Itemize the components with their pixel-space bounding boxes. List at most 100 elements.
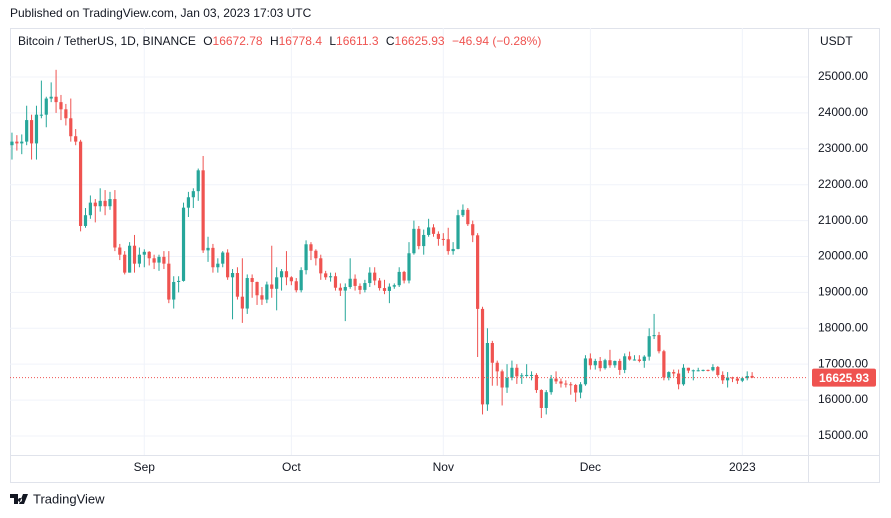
candle-body — [59, 102, 63, 110]
x-tick-label: Dec — [580, 460, 601, 474]
candle-body — [618, 360, 622, 370]
candle-body — [309, 244, 313, 251]
candle-body — [534, 374, 539, 391]
candle-body — [34, 114, 39, 144]
candle-body — [324, 273, 328, 278]
candle-body — [275, 277, 279, 289]
candle-body — [657, 335, 661, 352]
candle-body — [427, 227, 431, 235]
x-tick-label: 2023 — [729, 460, 756, 474]
candle-body — [314, 250, 318, 259]
candle-body — [706, 369, 710, 371]
candle-body — [147, 251, 151, 259]
candle-body — [353, 278, 357, 286]
candle-body — [132, 245, 137, 264]
candle-body — [647, 336, 651, 357]
candle-body — [652, 335, 656, 337]
candle-body — [333, 276, 338, 288]
candle-body — [338, 287, 342, 291]
published-note: Published on TradingView.com, Jan 03, 20… — [10, 6, 312, 20]
candle-body — [476, 235, 480, 309]
y-tick-label: 17000.00 — [818, 356, 868, 370]
candle-body — [167, 263, 171, 300]
candle-body — [598, 360, 602, 369]
candle-body — [289, 277, 293, 282]
candle-body — [191, 191, 195, 198]
candle-body — [387, 286, 391, 291]
candle-body — [441, 238, 445, 240]
candle-body — [730, 377, 735, 379]
candle-body — [245, 278, 249, 309]
candle-body — [49, 96, 53, 99]
legend: Bitcoin / TetherUS, 1D, BINANCE O16672.7… — [18, 34, 541, 48]
candle-body — [64, 109, 68, 119]
logo-text: TradingView — [33, 491, 105, 506]
candle-body — [226, 252, 230, 278]
candle-body — [319, 258, 323, 274]
candle-body — [294, 281, 298, 291]
candle-body — [368, 272, 372, 284]
tradingview-logo: TradingView — [10, 491, 105, 506]
candle-body — [613, 360, 617, 366]
candle-body — [201, 170, 205, 251]
candle-body — [422, 234, 426, 247]
candle-body — [637, 359, 641, 361]
candle-body — [750, 375, 754, 378]
candle-body — [588, 358, 592, 366]
candle-body — [216, 263, 220, 268]
candle-body — [407, 253, 411, 281]
candle-body — [98, 200, 102, 207]
candle-body — [284, 271, 289, 278]
candle-body — [137, 254, 142, 264]
candle-body — [686, 367, 690, 371]
candle-body — [564, 383, 568, 385]
candle-body — [623, 356, 627, 370]
candle-body — [603, 360, 607, 369]
candle-body — [711, 367, 715, 371]
candle-body — [128, 245, 132, 273]
candle-body — [39, 114, 43, 116]
candle-body — [510, 367, 514, 378]
candle-body — [495, 362, 499, 372]
candle-body — [74, 136, 78, 142]
candle-body — [549, 378, 553, 393]
candle-body — [691, 370, 695, 372]
candle-body — [157, 256, 161, 263]
candle-body — [466, 209, 470, 225]
y-tick-label: 22000.00 — [818, 177, 868, 191]
open-label: O — [203, 34, 212, 48]
candle-body — [520, 375, 524, 377]
candle-body — [250, 278, 254, 282]
candle-body — [196, 170, 200, 192]
candle-body — [593, 360, 597, 366]
candle-body — [392, 285, 396, 287]
candle-body — [446, 239, 450, 252]
candle-body — [515, 367, 519, 377]
candle-body — [377, 280, 382, 289]
candle-body — [696, 370, 700, 372]
candle-body — [181, 207, 186, 281]
candle-body — [142, 251, 146, 255]
low-label: L — [329, 34, 336, 48]
candle-body — [93, 202, 97, 207]
candle-body — [451, 248, 455, 252]
candle-body — [260, 295, 264, 300]
y-tick-label: 18000.00 — [818, 320, 868, 334]
y-tick-label: 21000.00 — [818, 213, 868, 227]
open-value: 16672.78 — [213, 34, 263, 48]
candle-body — [490, 343, 494, 363]
candle-body — [186, 197, 191, 208]
y-tick-label: 15000.00 — [818, 428, 868, 442]
candle-body — [525, 374, 529, 376]
candle-body — [358, 285, 362, 290]
x-tick-label: Nov — [433, 460, 454, 474]
candle-body — [402, 271, 406, 281]
candle-body — [745, 376, 749, 379]
currency-label: USDT — [820, 34, 853, 48]
candle-body — [230, 273, 235, 278]
candle-body — [255, 281, 259, 296]
labels: 15000.00 16000.00 17000.00 18000.00 19000.00… — [10, 69, 876, 474]
candle-body — [539, 390, 543, 408]
candle-body — [735, 378, 740, 381]
